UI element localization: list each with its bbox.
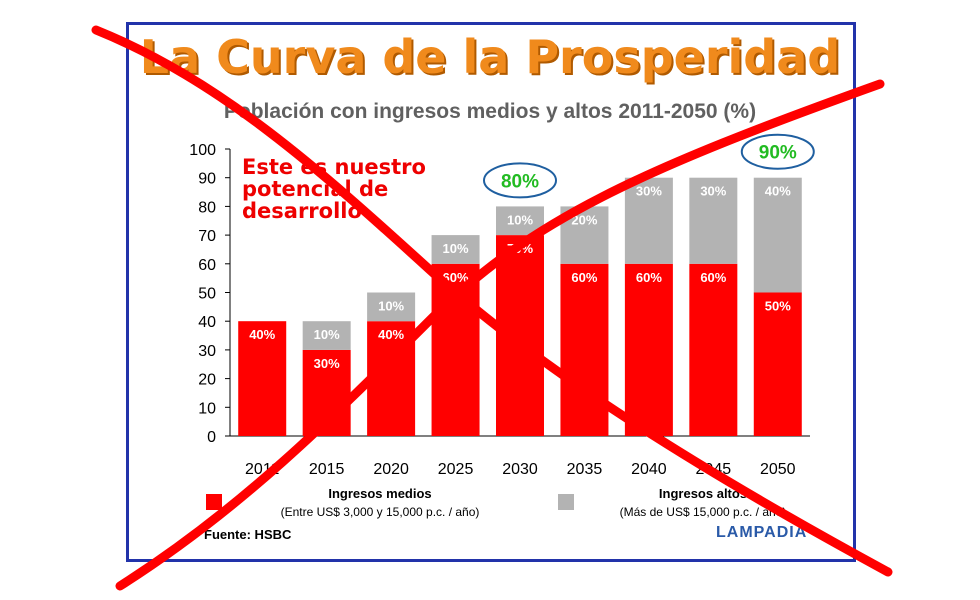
bar-label-altos-2015: 10% (314, 327, 340, 342)
brand-logo: LAMPADIA (716, 524, 808, 541)
y-tick-label: 60 (198, 257, 216, 274)
x-tick-label-2035: 2035 (567, 461, 603, 478)
y-tick-label: 30 (198, 343, 216, 360)
y-tick-label: 10 (198, 400, 216, 417)
annotation-note: Este es nuestro potencial de desarrollo (242, 155, 426, 223)
highlight-label-2050: 90% (759, 143, 797, 164)
bar-label-medios-2025: 60% (443, 270, 469, 285)
bar-label-medios-2015: 30% (314, 356, 340, 371)
bar-label-medios-2050: 50% (765, 299, 791, 314)
bar-label-altos-2030: 10% (507, 212, 533, 227)
y-tick-label: 100 (189, 142, 216, 159)
x-tick-label-2015: 2015 (309, 461, 345, 478)
y-tick-label: 0 (207, 429, 216, 446)
y-tick-label: 70 (198, 228, 216, 245)
bar-medios-2045 (689, 263, 738, 436)
bar-label-altos-2045: 30% (700, 184, 726, 199)
source-text: Fuente: HSBC (204, 527, 292, 542)
bar-label-altos-2050: 40% (765, 184, 791, 199)
x-tick-label-2020: 2020 (373, 461, 409, 478)
x-tick-label-2011: 2011 (245, 461, 280, 478)
y-tick-label: 20 (198, 372, 216, 389)
y-tick-label: 80 (198, 199, 216, 216)
y-tick-label: 50 (198, 286, 216, 303)
bar-label-altos-2025: 10% (443, 241, 469, 256)
x-tick-label-2030: 2030 (502, 461, 538, 478)
legend-swatch-medios (206, 494, 222, 510)
legend-medios-sub: (Entre US$ 3,000 y 15,000 p.c. / año) (280, 505, 480, 519)
legend-medios: Ingresos medios (Entre US$ 3,000 y 15,00… (250, 485, 510, 521)
legend-swatch-altos (558, 494, 574, 510)
bar-label-altos-2040: 30% (636, 184, 662, 199)
bar-label-medios-2030: 70% (507, 241, 533, 256)
bar-label-medios-2045: 60% (700, 270, 726, 285)
bar-label-altos-2035: 20% (571, 212, 597, 227)
bar-medios-2050 (753, 292, 802, 436)
bar-label-medios-2040: 60% (636, 270, 662, 285)
bar-medios-2025 (431, 263, 480, 436)
legend-medios-label: Ingresos medios (328, 486, 432, 501)
x-tick-label-2050: 2050 (760, 461, 796, 478)
bar-medios-2035 (560, 263, 609, 436)
bar-label-medios-2011: 40% (249, 327, 275, 342)
legend-altos-sub: (Más de US$ 15,000 p.c. / año) (619, 505, 787, 519)
highlight-label-2030: 80% (501, 171, 539, 192)
legend-altos-label: Ingresos altos (658, 486, 748, 501)
bar-medios-2030 (496, 235, 544, 436)
x-tick-label-2045: 2045 (696, 461, 732, 478)
y-tick-label: 40 (198, 314, 216, 331)
x-tick-label-2040: 2040 (631, 461, 667, 478)
bar-label-medios-2035: 60% (571, 270, 597, 285)
x-tick-label-2025: 2025 (438, 461, 474, 478)
legend-altos: Ingresos altos (Más de US$ 15,000 p.c. /… (588, 485, 818, 521)
bar-label-altos-2020: 10% (378, 299, 404, 314)
bar-label-medios-2020: 40% (378, 327, 404, 342)
y-tick-label: 90 (198, 171, 216, 188)
bar-medios-2040 (624, 263, 673, 436)
